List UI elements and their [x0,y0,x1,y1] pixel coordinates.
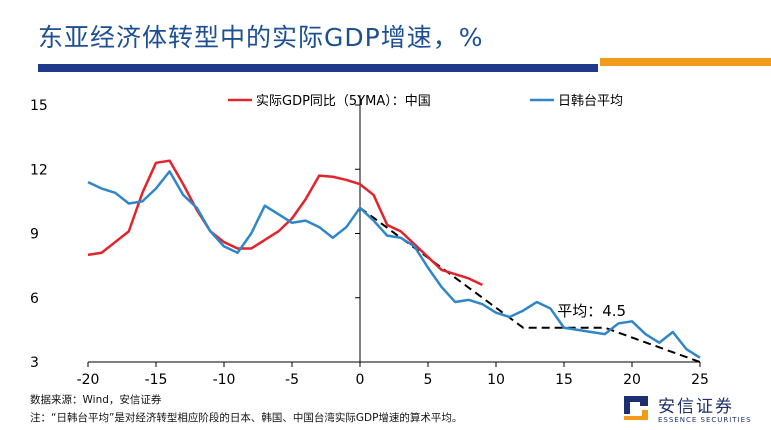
x-tick-label: -10 [213,372,236,388]
y-tick-label: 12 [30,162,48,178]
gdp-line-chart: -20 -15 -10 -5 0 5 10 15 20 25 3 6 9 12 15 实际GDP同比（5YM… [30,94,709,388]
x-tick-label: 15 [555,372,573,388]
chart-annotations: 平均：4.5 [557,302,626,320]
legend-label: 实际GDP同比（5YMA）：中国 [256,94,431,109]
logo-name-cn: 安信证券 [658,397,734,417]
x-tick-label: -15 [145,372,168,388]
title-underline-orange [600,58,771,66]
x-tick-label: -20 [77,372,100,388]
legend-label: 日韩台平均 [558,94,623,109]
x-tick-label: 0 [356,372,365,388]
footnote: 注：“日韩台平均”是对经济转型相应阶段的日本、韩国、中国台湾实际GDP增速的算术… [30,412,463,424]
x-tick-label: 20 [623,372,641,388]
title-underline-blue [38,64,598,72]
x-tick-label: 25 [691,372,709,388]
logo-name-en: ESSENCE SECURITIES [658,416,752,424]
trend-line [359,206,701,363]
annotation-label: 平均：4.5 [557,302,626,320]
x-tick-label: 5 [424,372,433,388]
chart-series [87,159,701,359]
trend-lines [359,206,701,363]
company-logo: 安信证券 ESSENCE SECURITIES [622,392,762,426]
page-title: 东亚经济体转型中的实际GDP增速，% [38,23,484,52]
y-tick-label: 9 [30,227,39,243]
y-tick-label: 15 [30,98,48,114]
y-tick-label: 6 [30,291,39,307]
series-line-avg [87,170,701,359]
chart-legend: 实际GDP同比（5YMA）：中国 日韩台平均 [228,94,623,109]
source-note: 数据来源：Wind，安信证券 [30,394,162,406]
series-line-china [87,159,483,287]
y-tick-label: 3 [30,355,39,371]
x-tick-label: -5 [285,372,299,388]
chart-axes [87,95,701,367]
essence-logo-icon [624,396,648,420]
chart-tick-labels: -20 -15 -10 -5 0 5 10 15 20 25 3 6 9 12 15 [30,98,709,388]
x-tick-label: 10 [487,372,505,388]
